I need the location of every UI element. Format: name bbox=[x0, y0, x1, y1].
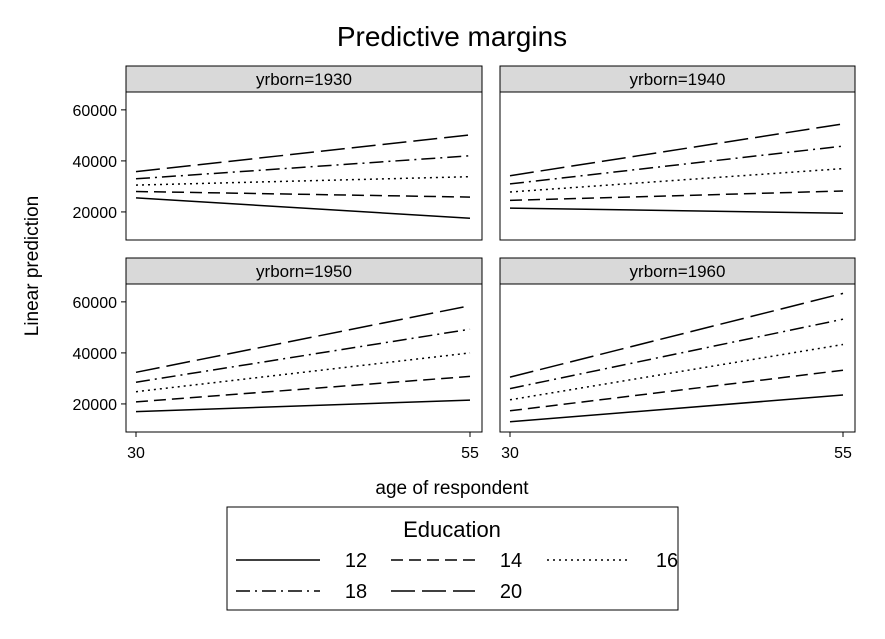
y-tick-label: 20000 bbox=[73, 205, 118, 222]
series-line-12 bbox=[135, 399, 471, 413]
series-line-14 bbox=[135, 190, 471, 198]
legend-box bbox=[226, 506, 679, 611]
panel-strip-label: yrborn=1930 bbox=[256, 70, 352, 89]
panel-strip-label: yrborn=1940 bbox=[630, 70, 726, 89]
x-tick-label: 55 bbox=[461, 445, 479, 462]
series-line-20 bbox=[509, 123, 844, 177]
panel-strip bbox=[125, 65, 483, 93]
legend-label: 20 bbox=[500, 581, 522, 603]
series-line-20 bbox=[135, 134, 471, 173]
y-tick-label: 60000 bbox=[73, 103, 118, 120]
legend-label: 12 bbox=[345, 550, 367, 572]
series-line-14 bbox=[135, 375, 471, 403]
panel-plot-area bbox=[499, 91, 856, 241]
legend-entry-12: 12 bbox=[236, 550, 367, 572]
panel-strip-label: yrborn=1960 bbox=[630, 262, 726, 281]
x-tick-label: 30 bbox=[127, 445, 145, 462]
x-tick-label: 30 bbox=[501, 445, 519, 462]
legend-label: 18 bbox=[345, 581, 367, 603]
legend-entry-14: 14 bbox=[391, 550, 522, 572]
series-line-16 bbox=[509, 167, 844, 193]
series-line-18 bbox=[135, 328, 471, 383]
series-line-20 bbox=[135, 304, 471, 374]
series-line-16 bbox=[135, 175, 471, 186]
legend-label: 16 bbox=[656, 550, 678, 572]
panel-1: yrborn=1930 20000 40000 60000 bbox=[73, 65, 483, 241]
y-tick-label: 20000 bbox=[73, 397, 118, 414]
y-tick-label: 40000 bbox=[73, 154, 118, 171]
chart-title: Predictive margins bbox=[337, 21, 567, 52]
panel-plot-area bbox=[125, 91, 483, 241]
series-line-14 bbox=[509, 190, 844, 202]
series-line-18 bbox=[135, 155, 471, 180]
y-axis-label: Linear prediction bbox=[22, 196, 43, 336]
series-line-12 bbox=[509, 207, 844, 214]
series-line-14 bbox=[509, 369, 844, 412]
panel-2: yrborn=1940 bbox=[499, 65, 856, 241]
x-tick-label: 55 bbox=[834, 445, 852, 462]
panel-strip-label: yrborn=1950 bbox=[256, 262, 352, 281]
x-axis-label: age of respondent bbox=[375, 478, 529, 499]
legend-entries: 12 14 16 18 20 bbox=[236, 550, 678, 603]
panel-strip bbox=[499, 257, 856, 285]
series-line-18 bbox=[509, 145, 844, 185]
legend-title: Education bbox=[403, 517, 501, 542]
legend-entry-16: 16 bbox=[547, 550, 678, 572]
series-line-12 bbox=[135, 197, 471, 220]
panel-strip bbox=[499, 65, 856, 93]
series-line-16 bbox=[509, 343, 844, 401]
panel-strip bbox=[125, 257, 483, 285]
panel-plot-area bbox=[499, 283, 856, 433]
series-line-18 bbox=[509, 318, 844, 390]
panel-3: yrborn=1950 20000 40000 60000 30 55 bbox=[73, 257, 483, 462]
legend: Education 12 14 16 18 20 bbox=[226, 506, 679, 611]
legend-entry-20: 20 bbox=[391, 581, 522, 603]
panel-4: yrborn=1960 30 55 bbox=[499, 257, 856, 462]
panel-grid: yrborn=1930 20000 40000 60000 yrborn=1940 yrb… bbox=[73, 65, 856, 462]
series-line-20 bbox=[509, 292, 844, 378]
y-tick-label: 60000 bbox=[73, 295, 118, 312]
legend-label: 14 bbox=[500, 550, 522, 572]
y-tick-label: 40000 bbox=[73, 346, 118, 363]
legend-entry-18: 18 bbox=[236, 581, 367, 603]
series-line-12 bbox=[509, 394, 844, 423]
series-line-16 bbox=[135, 352, 471, 393]
